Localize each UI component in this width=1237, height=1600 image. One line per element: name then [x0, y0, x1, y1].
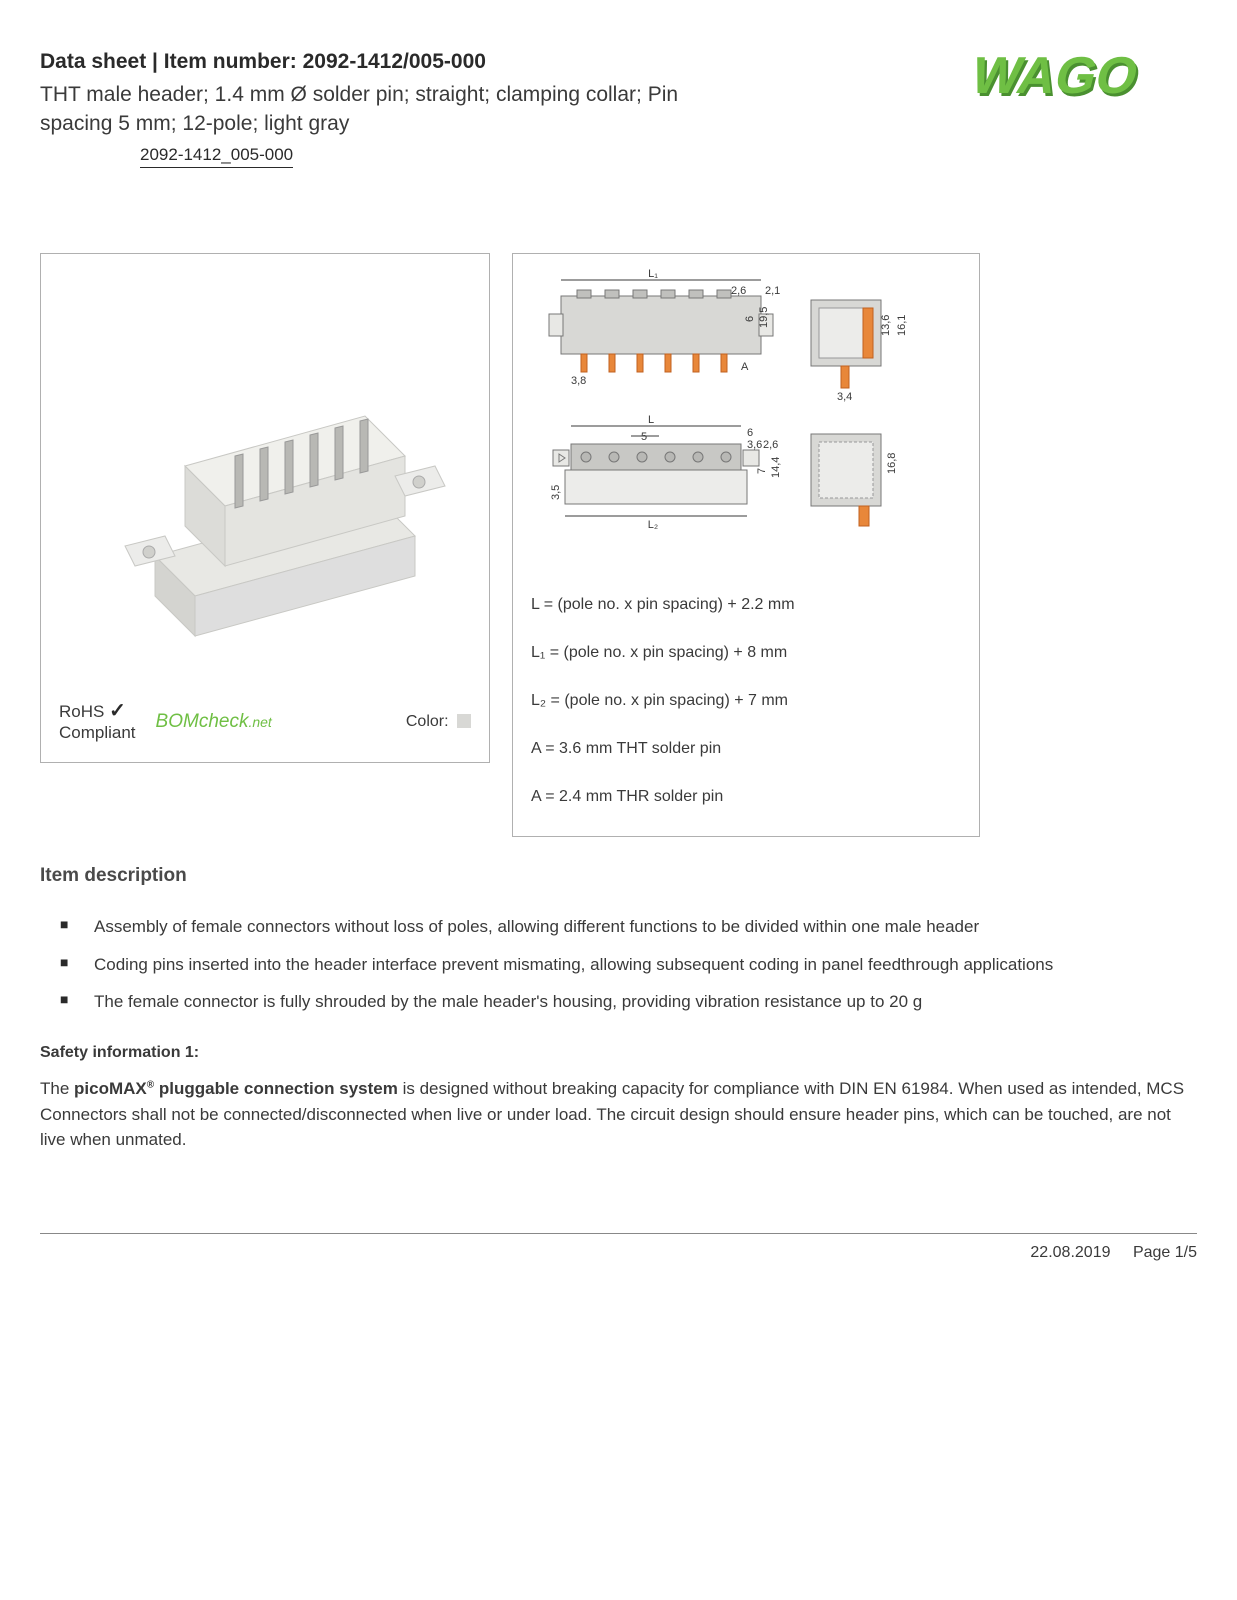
- page-footer: 22.08.2019 Page 1/5: [40, 1233, 1197, 1262]
- footer-date: 22.08.2019: [1030, 1244, 1110, 1261]
- footer-page: Page 1/5: [1133, 1244, 1197, 1261]
- svg-text:A: A: [741, 361, 749, 373]
- safety-bold: picoMAX® pluggable connection system: [74, 1079, 398, 1098]
- svg-text:16,1: 16,1: [896, 314, 908, 335]
- subtitle: THT male header; 1.4 mm Ø solder pin; st…: [40, 80, 740, 139]
- svg-text:L₂: L₂: [648, 519, 658, 531]
- color-swatch: [457, 714, 471, 728]
- safety-bold-2: pluggable connection system: [154, 1079, 398, 1098]
- color-label-wrap: Color:: [406, 713, 471, 731]
- formula-0: L = (pole no. x pin spacing) + 2.2 mm: [531, 596, 961, 614]
- svg-text:2,6: 2,6: [731, 285, 746, 297]
- title-line: Data sheet | Item number: 2092-1412/005-…: [40, 50, 937, 74]
- rohs-text: RoHS: [59, 702, 104, 721]
- svg-text:3,5: 3,5: [550, 484, 562, 499]
- svg-text:3,4: 3,4: [837, 391, 852, 403]
- formula-4: A = 2.4 mm THR solder pin: [531, 788, 961, 806]
- header-text-block: Data sheet | Item number: 2092-1412/005-…: [40, 50, 937, 168]
- product-image: [59, 272, 471, 700]
- svg-text:6: 6: [744, 316, 756, 322]
- rohs-badge: RoHS ✓ Compliant: [59, 699, 136, 743]
- svg-text:2,6: 2,6: [763, 439, 778, 451]
- svg-text:6: 6: [747, 427, 753, 439]
- formula-3: A = 3.6 mm THT solder pin: [531, 740, 961, 758]
- bullet-item: The female connector is fully shrouded b…: [60, 990, 1197, 1014]
- wago-logo: WAGO WAGO: [937, 50, 1197, 110]
- title-prefix: Data sheet | Item number:: [40, 50, 303, 73]
- item-number: 2092-1412/005-000: [303, 50, 486, 73]
- svg-text:19,5: 19,5: [758, 306, 770, 327]
- svg-text:13,6: 13,6: [880, 314, 892, 335]
- safety-bold-1: picoMAX: [74, 1079, 147, 1098]
- bomcheck-badge: BOMcheck.net: [156, 711, 272, 733]
- safety-heading: Safety information 1:: [40, 1044, 1197, 1062]
- color-label: Color:: [406, 713, 449, 730]
- svg-text:L₁: L₁: [648, 268, 658, 280]
- badge-row: RoHS ✓ Compliant BOMcheck.net Color:: [59, 699, 471, 743]
- content-row: RoHS ✓ Compliant BOMcheck.net Color:: [40, 253, 1197, 837]
- page-header: Data sheet | Item number: 2092-1412/005-…: [40, 50, 1197, 168]
- description-bullets: Assembly of female connectors without lo…: [40, 915, 1197, 1014]
- svg-text:14,4: 14,4: [770, 456, 782, 477]
- bullet-item: Assembly of female connectors without lo…: [60, 915, 1197, 939]
- svg-text:2,1: 2,1: [765, 285, 780, 297]
- safety-prefix: The: [40, 1079, 74, 1098]
- drawing-panel: L₁: [512, 253, 980, 837]
- svg-text:16,8: 16,8: [886, 452, 898, 473]
- bomcheck-main: BOMcheck: [156, 711, 249, 732]
- check-icon: ✓: [109, 700, 126, 722]
- description-heading: Item description: [40, 865, 1197, 887]
- formula-2: L₂ = (pole no. x pin spacing) + 7 mm: [531, 692, 961, 710]
- formula-1: L₁ = (pole no. x pin spacing) + 8 mm: [531, 644, 961, 662]
- svg-text:L: L: [648, 414, 654, 426]
- svg-text:3,6: 3,6: [747, 439, 762, 451]
- svg-text:WAGO: WAGO: [965, 50, 1144, 105]
- svg-text:3,8: 3,8: [571, 375, 586, 387]
- svg-text:7: 7: [756, 468, 768, 474]
- bullet-item: Coding pins inserted into the header int…: [60, 953, 1197, 977]
- safety-text: The picoMAX® pluggable connection system…: [40, 1076, 1197, 1153]
- part-link[interactable]: 2092-1412_005-000: [140, 145, 293, 168]
- bomcheck-suffix: .net: [248, 714, 271, 730]
- technical-drawing: L₁: [531, 266, 961, 566]
- rohs-compliant: Compliant: [59, 723, 136, 742]
- product-image-panel: RoHS ✓ Compliant BOMcheck.net Color:: [40, 253, 490, 763]
- svg-text:5: 5: [641, 431, 647, 443]
